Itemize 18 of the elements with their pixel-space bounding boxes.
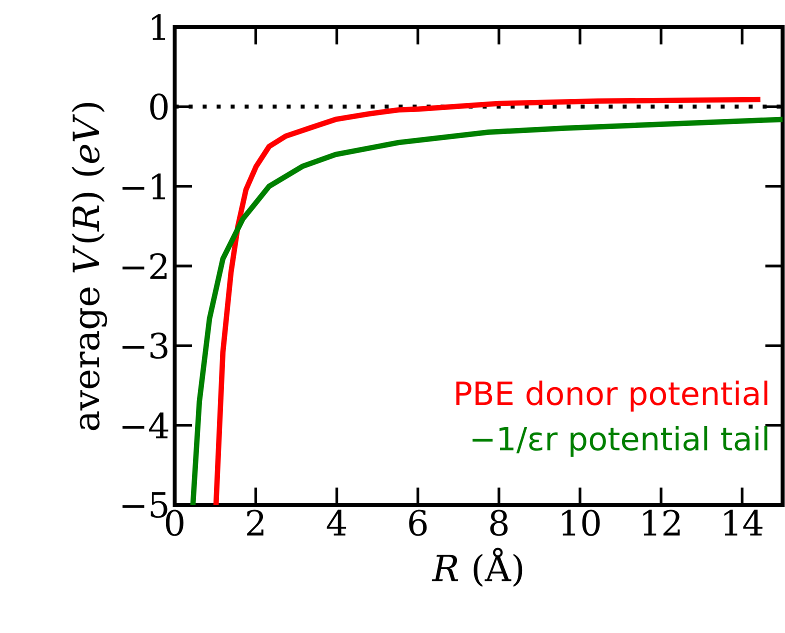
y-tick-label: −5 xyxy=(122,492,168,518)
x-tick-label: 12 xyxy=(643,510,680,536)
y-tick-label: −1 xyxy=(122,173,166,200)
x-tick-label: 14 xyxy=(724,510,762,536)
y-tick-label: −4 xyxy=(122,412,168,438)
x-axis-title: R (Å) xyxy=(432,548,522,587)
y-tick-label: −2 xyxy=(122,253,167,279)
y-tick-label: 0 xyxy=(150,94,168,120)
x-tick-label: 8 xyxy=(490,510,508,536)
x-tick-label: 10 xyxy=(562,510,600,536)
x-tick-label: 4 xyxy=(326,510,346,536)
x-tick-label: 2 xyxy=(247,510,264,536)
y-axis-title: average V(R) (eV) xyxy=(72,102,108,430)
x-tick-label: 6 xyxy=(409,510,427,536)
text: −1/εr potential tail xyxy=(472,426,768,457)
y-tick-label: 1 xyxy=(152,14,166,40)
text: PBE donor potential xyxy=(456,380,768,412)
y-tick-label: −3 xyxy=(122,332,168,359)
